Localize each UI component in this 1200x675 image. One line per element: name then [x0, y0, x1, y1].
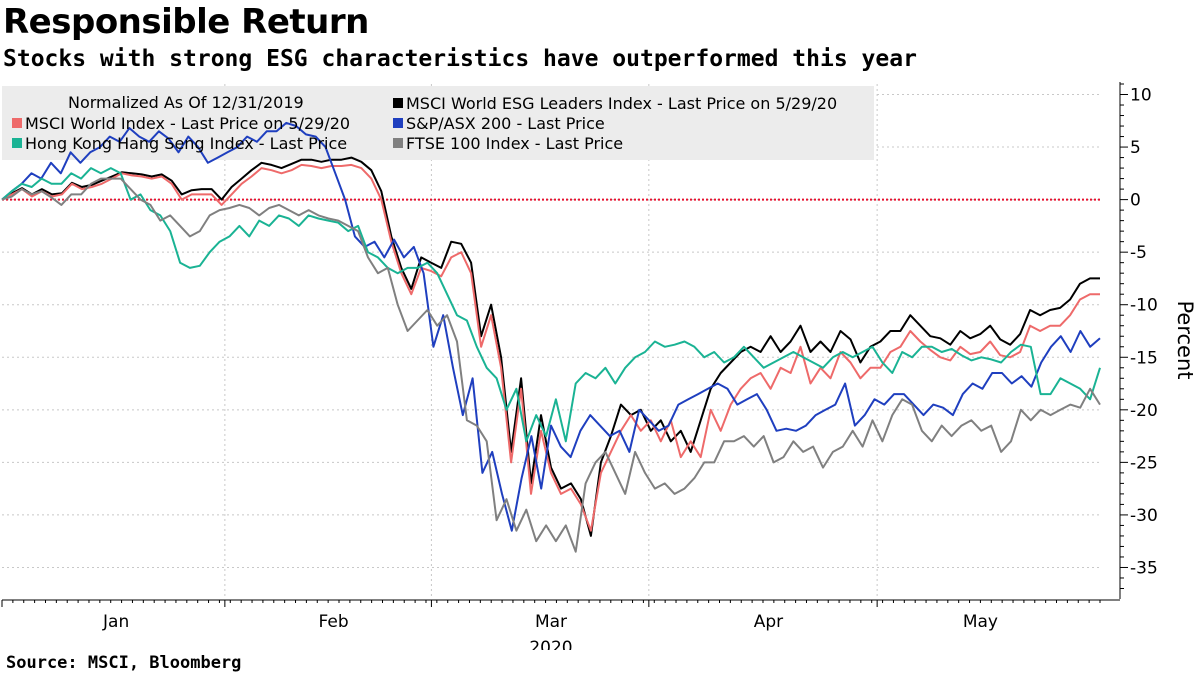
x-tick-label: Apr	[754, 612, 783, 632]
y-tick-label: 10	[1130, 86, 1152, 106]
x-tick-label: Mar	[535, 612, 567, 632]
y-tick-label: -30	[1130, 506, 1158, 526]
y-tick-label: 5	[1130, 138, 1141, 158]
legend-label-3: Hong Kong Hang Seng Index - Last Price	[25, 134, 347, 153]
line-chart: 10 5 0 -5 -10 -15 -20 -25 -30 -35 Percent Jan Feb Mar…	[1, 82, 1197, 650]
y-tick-label: -25	[1130, 453, 1158, 473]
y-tick-label: -35	[1130, 558, 1158, 578]
y-axis-title: Percent	[1173, 300, 1197, 379]
chart-source: Source: MSCI, Bloomberg	[6, 653, 242, 673]
series-line-3	[1, 167, 1101, 443]
y-tick-label: -15	[1130, 348, 1158, 368]
legend-swatch-1	[12, 118, 22, 128]
chart-subtitle: Stocks with strong ESG characteristics h…	[3, 46, 917, 72]
x-tick-label: Jan	[102, 612, 129, 632]
legend-label-0: MSCI World ESG Leaders Index - Last Pric…	[406, 94, 837, 113]
y-tick-label: -20	[1130, 401, 1158, 421]
legend-swatch-4	[393, 138, 403, 148]
legend-label-1: MSCI World Index - Last Price on 5/29/20	[25, 114, 350, 133]
x-year-label: 2020	[529, 638, 572, 650]
legend-header: Normalized As Of 12/31/2019	[68, 93, 304, 112]
y-tick-label: 0	[1130, 191, 1141, 211]
legend-swatch-2	[393, 118, 403, 128]
chart-title: Responsible Return	[3, 2, 369, 42]
legend-box	[2, 86, 874, 160]
y-tick-label: -10	[1130, 296, 1158, 316]
series-line-1	[1, 163, 1100, 532]
x-tick-label: May	[963, 612, 998, 632]
series-line-4	[1, 177, 1101, 553]
legend-label-4: FTSE 100 Index - Last Price	[406, 134, 623, 153]
legend-swatch-3	[12, 138, 22, 148]
series-line-2	[1, 121, 1101, 532]
x-tick-label: Feb	[319, 612, 349, 632]
series-line-0	[1, 156, 1100, 537]
legend-swatch-0	[393, 98, 403, 108]
legend-label-2: S&P/ASX 200 - Last Price	[406, 114, 605, 133]
y-tick-label: -5	[1130, 243, 1147, 263]
